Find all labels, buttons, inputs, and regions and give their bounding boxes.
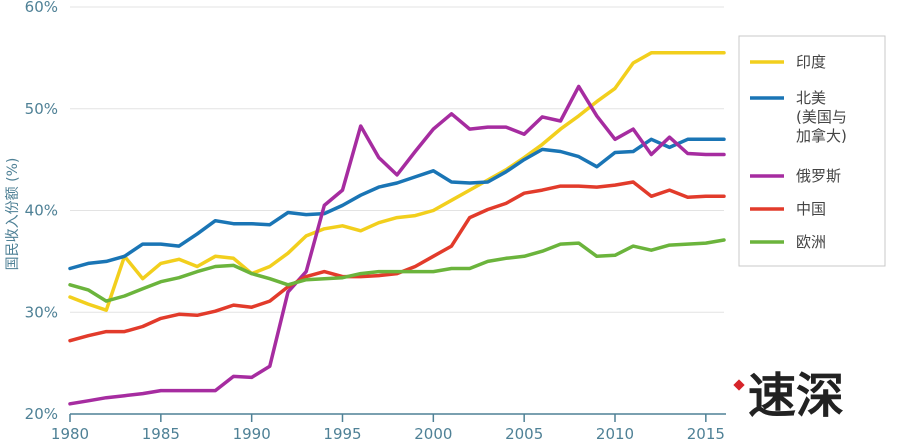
x-tick-label: 1990: [233, 425, 271, 443]
legend-label-3: 中国: [796, 200, 826, 218]
grid: [70, 6, 724, 313]
x-tick-label: 2000: [414, 425, 452, 443]
series-line-1: [68, 137, 726, 271]
x-tick-label: 2010: [596, 425, 634, 443]
legend-label-1-line3: 加拿大): [796, 127, 847, 145]
watermark: 速深: [733, 368, 844, 424]
series-line-4: [68, 238, 726, 303]
legend-box: [738, 35, 886, 267]
x-tick-label: 1980: [51, 425, 89, 443]
x-tick-label: 2015: [687, 425, 725, 443]
legend-label-1: 北美: [796, 89, 826, 107]
watermark-text: 速深: [748, 368, 844, 424]
watermark-seal-icon: [733, 379, 745, 391]
series-line-2: [68, 84, 726, 406]
x-tick-label: 2005: [505, 425, 543, 443]
y-tick-label: 30%: [25, 303, 58, 321]
legend-label-1-line2: (美国与: [796, 108, 847, 126]
x-tick-label: 1995: [323, 425, 361, 443]
legend-label-0: 印度: [796, 53, 826, 71]
y-tick-label: 60%: [25, 0, 58, 16]
legend-label-4: 欧洲: [796, 233, 826, 251]
y-tick-label: 50%: [25, 100, 58, 118]
series-line-0: [68, 51, 726, 312]
x-tick-label: 1985: [142, 425, 180, 443]
series-line-3: [68, 180, 726, 343]
legend-label-2: 俄罗斯: [796, 167, 841, 185]
y-axis-title: 国民收入份额 (%): [5, 158, 21, 271]
series-lines: [68, 51, 726, 406]
axes: 20% 30% 40% 50% 60% 1980 1985 1990 1995 2000 2005 2…: [25, 0, 726, 443]
y-tick-label: 20%: [25, 405, 58, 423]
y-tick-label: 40%: [25, 202, 58, 220]
